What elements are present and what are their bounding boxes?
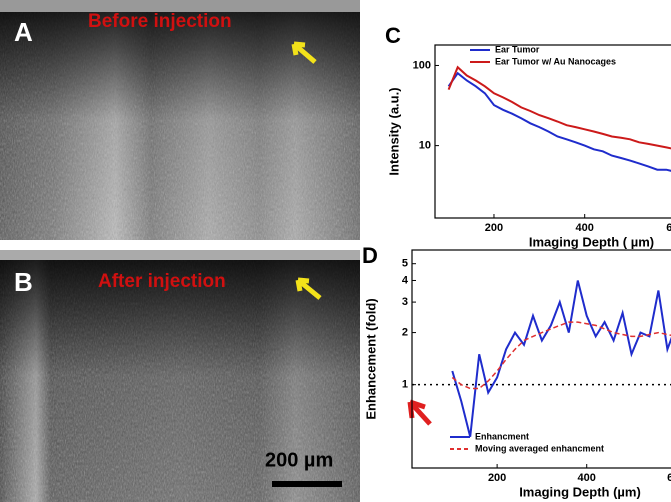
y-axis-label: Intensity (a.u.) xyxy=(386,87,401,175)
panel-caption: After injection xyxy=(98,271,226,292)
scale-bar-label: 200 µm xyxy=(265,449,333,471)
x-tick-label: 200 xyxy=(485,222,503,234)
plot-frame xyxy=(434,44,671,219)
panel-letter: D xyxy=(362,243,378,268)
panel-caption: Before injection xyxy=(88,11,232,32)
x-tick-label: 200 xyxy=(488,472,506,484)
x-tick-label: 400 xyxy=(578,472,596,484)
legend-label: Enhancment xyxy=(475,431,529,441)
series-line xyxy=(451,321,671,390)
series-line xyxy=(451,280,671,438)
y-tick-label: 1 xyxy=(402,379,408,391)
y-axis-label: Enhancement (fold) xyxy=(363,298,378,419)
y-tick-label: 100 xyxy=(413,59,431,71)
y-tick-label: 3 xyxy=(402,296,408,308)
legend-label: Ear Tumor xyxy=(495,44,540,54)
legend-label: Ear Tumor w/ Au Nanocages xyxy=(495,56,616,66)
arrow xyxy=(407,399,432,426)
panel-letter: B xyxy=(14,267,33,297)
y-tick-label: 5 xyxy=(402,258,408,270)
series-line xyxy=(447,65,671,150)
x-axis-label: Imaging Depth ( µm) xyxy=(529,234,654,249)
x-tick-label: 600 xyxy=(667,472,671,484)
x-tick-label: 600 xyxy=(666,222,671,234)
plot-frame xyxy=(411,249,671,469)
panel-letter: A xyxy=(14,17,33,47)
image-b xyxy=(0,250,360,502)
y-tick-label: 4 xyxy=(402,274,409,286)
panel-letter: C xyxy=(385,23,401,48)
legend-label: Moving averaged enhancment xyxy=(475,443,604,453)
x-tick-label: 400 xyxy=(576,222,594,234)
series-line xyxy=(447,71,671,172)
x-axis-label: Imaging Depth (µm) xyxy=(519,484,641,499)
y-tick-label: 10 xyxy=(419,140,431,152)
image-a xyxy=(0,0,360,240)
y-tick-label: 2 xyxy=(402,326,408,338)
